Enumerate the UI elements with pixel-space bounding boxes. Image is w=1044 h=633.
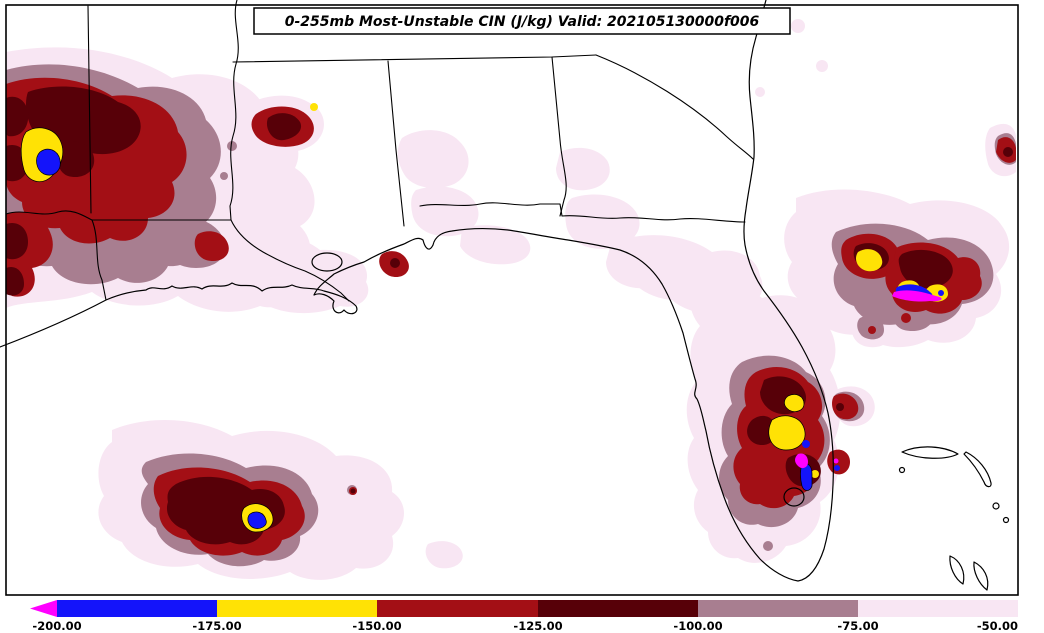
cin-region-pale-pink <box>425 541 463 569</box>
island-andros <box>949 555 965 585</box>
colorbar-tick: -75.00 <box>837 619 878 633</box>
cin-region-maroon <box>1003 147 1013 157</box>
cin-region-red <box>901 313 911 323</box>
border-mississippi-alabama <box>387 60 405 227</box>
cin-region-blue <box>36 148 61 176</box>
colorbar: -200.00 -175.00 -150.00 -125.00 -100.00 … <box>30 600 1018 633</box>
title-box-frame <box>253 7 791 35</box>
island-grand-bahama <box>901 446 959 459</box>
island-cay <box>992 502 1000 510</box>
cin-region-pale-pink <box>397 130 469 189</box>
cin-region-magenta <box>892 290 942 302</box>
cin-region-maroon <box>898 249 953 289</box>
cin-region-maroon <box>57 141 95 178</box>
cin-region-red <box>194 231 229 262</box>
colorbar-segment-mauve <box>698 600 858 617</box>
island-cay <box>1002 516 1010 524</box>
colorbar-tick: -100.00 <box>673 619 722 633</box>
cin-region-magenta <box>833 458 839 464</box>
title-box: 0-255mb Most-Unstable CIN (J/kg) Valid: … <box>253 7 791 35</box>
cin-region-mauve <box>763 541 773 551</box>
colorbar-tick: -175.00 <box>192 619 241 633</box>
page-title: 0-255mb Most-Unstable CIN (J/kg) Valid: … <box>285 14 760 30</box>
coastline <box>0 0 1010 591</box>
border-sabine-river <box>91 219 107 301</box>
state-borders <box>5 0 754 302</box>
cin-region-blue <box>800 463 813 491</box>
cin-fill-layer-magenta <box>795 290 942 469</box>
cin-region-pale-pink <box>755 87 765 97</box>
island-abaco <box>963 451 992 488</box>
colorbar-tick: -150.00 <box>352 619 401 633</box>
colorbar-segment-maroon <box>538 600 698 617</box>
border-florida-north <box>419 202 746 223</box>
gulf-atlantic-coastline <box>0 0 834 582</box>
cin-region-maroon <box>836 403 844 411</box>
cin-region-yellow <box>811 470 819 478</box>
border-alabama-georgia <box>551 56 567 217</box>
cin-region-pale-pink <box>556 147 610 191</box>
cin-region-blue <box>938 290 944 296</box>
cin-region-yellow <box>784 394 805 412</box>
cin-region-maroon <box>350 488 356 494</box>
cin-region-pale-pink <box>411 186 479 237</box>
cin-region-blue <box>247 511 267 529</box>
border-red-river <box>5 210 93 221</box>
colorbar-tick: -125.00 <box>513 619 562 633</box>
cin-region-red <box>832 393 859 420</box>
map-frame <box>5 4 1019 596</box>
island-bimini <box>898 466 906 474</box>
cin-region-yellow <box>856 249 883 272</box>
cin-region-mauve <box>227 141 237 151</box>
cin-region-maroon <box>747 415 777 446</box>
colorbar-segment-blue <box>57 600 217 617</box>
cin-region-pale-pink <box>460 225 531 265</box>
cin-region-maroon <box>6 266 24 296</box>
cin-region-yellow <box>768 415 806 451</box>
border-mississippi-river <box>229 0 350 302</box>
cin-region-pale-pink <box>791 19 805 33</box>
cin-region-maroon <box>266 113 302 141</box>
cin-region-magenta <box>795 453 808 469</box>
island-small-cay <box>973 561 989 591</box>
colorbar-tick: -200.00 <box>32 619 81 633</box>
lake-okeechobee <box>783 487 805 507</box>
cin-region-pale-pink <box>816 60 828 72</box>
colorbar-extend-arrow <box>30 600 57 617</box>
cin-region-maroon <box>390 258 400 268</box>
cin-region-blue <box>834 465 840 471</box>
border-georgia-southcarolina <box>595 54 754 160</box>
colorbar-segment-pink <box>858 600 1018 617</box>
border-oklahoma-arkansas <box>87 5 92 214</box>
colorbar-segment-yellow <box>217 600 377 617</box>
lake-pontchartrain <box>311 252 343 272</box>
cin-region-red <box>868 326 876 334</box>
cin-region-mauve <box>220 172 228 180</box>
cin-region-yellow <box>310 103 318 111</box>
cin-region-pale-pink <box>565 194 640 249</box>
cin-region-blue <box>802 440 810 448</box>
cin-region-maroon <box>6 96 29 137</box>
colorbar-tick: -50.00 <box>977 619 1018 633</box>
colorbar-segment-red <box>377 600 538 617</box>
cin-region-maroon <box>6 222 28 260</box>
